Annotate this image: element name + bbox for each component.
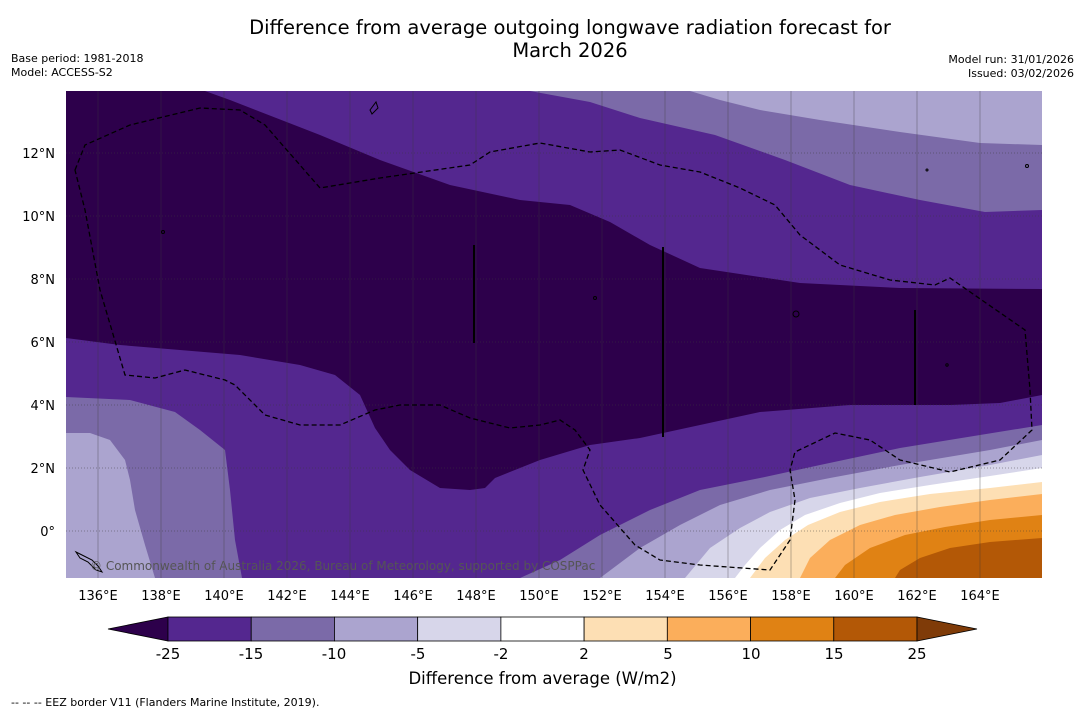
issued-text: Issued: 03/02/2026	[967, 67, 1074, 80]
colorbar-tick-label: 10	[741, 645, 761, 663]
colorbar-segment	[500, 616, 585, 642]
copyright-text: © Commonwealth of Australia 2026, Bureau…	[90, 559, 595, 573]
lon-tick-label: 140°E	[204, 589, 244, 604]
eez-border	[74, 107, 1033, 571]
chart-title-line1: Difference from average outgoing longwav…	[249, 16, 891, 39]
eez-legend-footer: -- -- -- EEZ border V11 (Flanders Marine…	[11, 696, 320, 709]
colorbar-title: Difference from average (W/m2)	[408, 669, 677, 688]
lon-tick-label: 150°E	[519, 589, 559, 604]
band-core-minus25	[66, 91, 1042, 490]
colorbar-tick-label: -15	[238, 645, 264, 663]
lat-tick-label: 6°N	[31, 336, 56, 351]
colorbar	[107, 616, 978, 642]
colorbar-segment	[750, 616, 835, 642]
lat-tick-label: 12°N	[22, 147, 55, 162]
lon-tick-label: 158°E	[771, 589, 811, 604]
lon-tick-label: 154°E	[645, 589, 685, 604]
model-run-text: Model run: 31/01/2026	[948, 53, 1074, 66]
band-upper-right-minus5	[690, 91, 1042, 145]
band-lower-left-minus5	[66, 433, 155, 578]
colorbar-under-arrow	[107, 616, 169, 642]
lon-tick-label: 146°E	[393, 589, 433, 604]
colorbar-segment	[666, 616, 751, 642]
colorbar-segment	[583, 616, 668, 642]
lat-tick-label: 10°N	[22, 210, 55, 225]
lon-tick-label: 136°E	[78, 589, 118, 604]
lat-tick-label: 2°N	[31, 462, 56, 477]
island-outlines	[74, 100, 1029, 573]
latitude-gridlines	[66, 152, 1042, 532]
colorbar-segment	[250, 616, 335, 642]
longitude-gridlines	[97, 91, 981, 578]
lon-tick-label: 156°E	[708, 589, 748, 604]
lon-tick-label: 164°E	[960, 589, 1000, 604]
lon-tick-label: 148°E	[456, 589, 496, 604]
atoll-chains	[473, 245, 916, 437]
colorbar-segment	[334, 616, 419, 642]
colorbar-over-arrow	[916, 616, 978, 642]
lon-tick-label: 152°E	[582, 589, 622, 604]
lon-tick-label: 160°E	[834, 589, 874, 604]
lon-tick-label: 144°E	[330, 589, 370, 604]
colorbar-tick-label: -2	[493, 645, 509, 663]
lat-tick-label: 8°N	[31, 273, 56, 288]
colorbar-tick-label: 2	[579, 645, 589, 663]
colorbar-tick-label: 5	[663, 645, 673, 663]
lat-tick-label: 4°N	[31, 399, 56, 414]
colorbar-segment	[417, 616, 502, 642]
lon-tick-label: 138°E	[141, 589, 181, 604]
colorbar-tick-label: -25	[155, 645, 181, 663]
band-lower-right-plus25	[895, 538, 1042, 578]
colorbar-tick-label: 25	[907, 645, 927, 663]
model-text: Model: ACCESS-S2	[11, 66, 113, 79]
colorbar-segment	[167, 616, 252, 642]
colorbar-tick-label: 15	[824, 645, 844, 663]
colorbar-tick-label: -10	[321, 645, 347, 663]
chart-title-line2: March 2026	[512, 39, 628, 62]
lon-tick-label: 162°E	[897, 589, 937, 604]
colorbar-tick-label: -5	[410, 645, 426, 663]
colorbar-segment	[833, 616, 918, 642]
lat-tick-label: 0°	[40, 525, 55, 540]
contour-field: © Commonwealth of Australia 2026, Bureau…	[66, 91, 1042, 578]
lon-tick-label: 142°E	[267, 589, 307, 604]
base-period-text: Base period: 1981-2018	[11, 52, 144, 65]
